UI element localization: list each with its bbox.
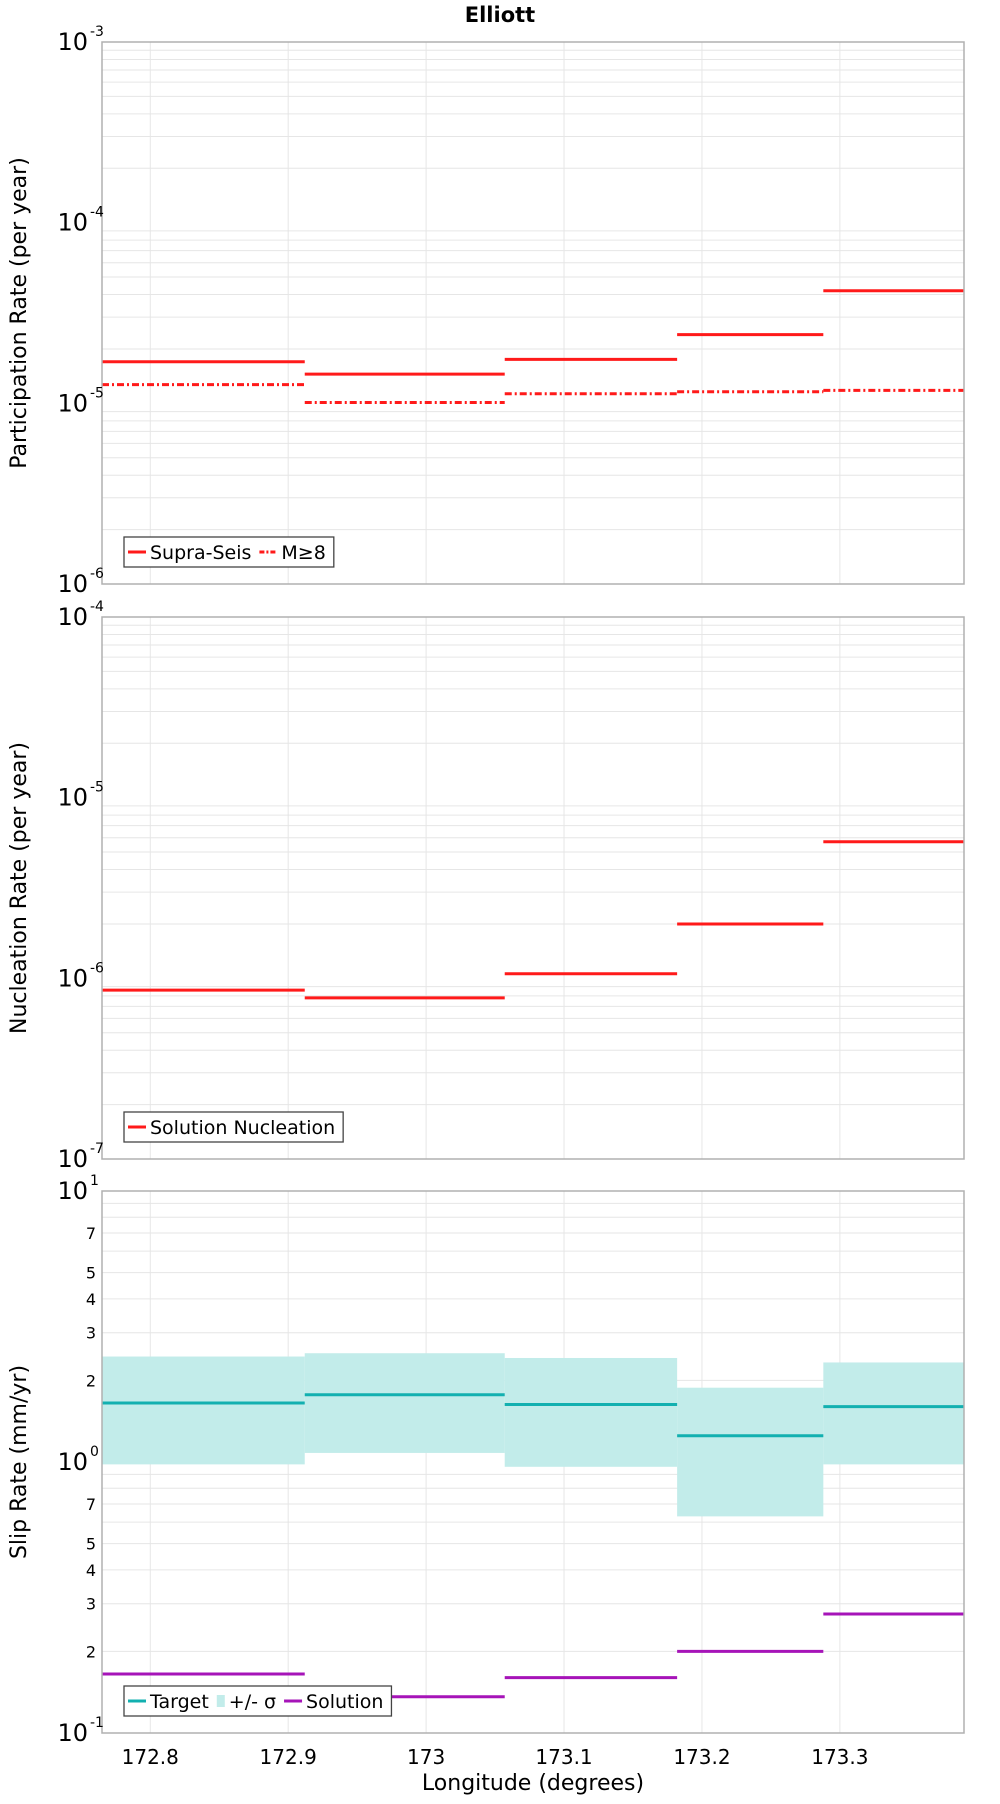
legend-label: Solution Nucleation [150, 1117, 335, 1139]
legend-box [123, 1111, 344, 1143]
y-tick-exponent: 0 [90, 1444, 99, 1460]
x-tick-label: 172.9 [260, 1745, 317, 1769]
x-tick-label: 173.3 [811, 1745, 868, 1769]
y-tick-exponent: -5 [90, 780, 104, 796]
x-tick-label: 172.8 [122, 1745, 179, 1769]
y-tick-exponent: -4 [90, 205, 104, 221]
band-rect [304, 1353, 505, 1453]
y-tick-label: 10 [57, 209, 88, 237]
plot-area [102, 42, 964, 584]
y-minor-tick-label: 2 [86, 1642, 96, 1661]
y-minor-tick-label: 5 [86, 1264, 96, 1283]
y-tick-exponent: -4 [90, 599, 104, 615]
chart-title: Elliott [465, 3, 535, 27]
legend: Solution Nucleation [123, 1111, 344, 1143]
y-minor-tick-label: 4 [86, 1290, 96, 1309]
y-minor-tick-label: 4 [86, 1561, 96, 1580]
y-tick-label: 10 [57, 389, 88, 417]
series- [102, 1353, 964, 1517]
y-tick-exponent: -6 [90, 960, 104, 976]
y-minor-tick-label: 7 [86, 1224, 96, 1243]
legend-label: M≥8 [281, 542, 325, 564]
legend-label: +/- σ [229, 1691, 276, 1713]
plot-frame [101, 1190, 965, 1734]
y-tick-label: 10 [57, 1719, 88, 1747]
band-rect [504, 1357, 678, 1467]
y-tick-exponent: -3 [90, 24, 104, 40]
y-tick-exponent: -6 [90, 566, 104, 582]
y-tick-exponent: -5 [90, 385, 104, 401]
series-solution-nucleation [102, 840, 964, 1000]
x-tick-label: 173.1 [535, 1745, 592, 1769]
y-axis-label: Slip Rate (mm/yr) [7, 1365, 32, 1559]
legend: Supra-Seis M≥8 [123, 536, 335, 568]
y-minor-tick-label: 7 [86, 1495, 96, 1514]
legend-swatch-band [216, 1695, 225, 1707]
y-tick-label: 10 [57, 964, 88, 992]
y-axis-label: Participation Rate (per year) [7, 157, 32, 469]
band-rect [102, 1356, 305, 1465]
y-minor-tick-label: 3 [86, 1595, 96, 1614]
y-tick-exponent: -1 [90, 1715, 104, 1731]
series-target [102, 1393, 964, 1438]
y-tick-exponent: -7 [90, 1141, 104, 1157]
legend: Target +/- σ Solution [123, 1685, 393, 1717]
y-minor-tick-label: 5 [86, 1535, 96, 1554]
plot-area [102, 617, 964, 1159]
plot-frame [101, 41, 965, 585]
x-tick-label: 173.2 [673, 1745, 730, 1769]
y-tick-label: 10 [57, 570, 88, 598]
y-tick-label: 10 [57, 1448, 88, 1476]
x-tick-label: 173 [407, 1745, 445, 1769]
y-tick-label: 10 [57, 28, 88, 56]
y-tick-label: 10 [57, 603, 88, 631]
x-axis-label: Longitude (degrees) [422, 1771, 644, 1796]
legend-label: Supra-Seis [150, 542, 251, 564]
y-axis-label: Nucleation Rate (per year) [7, 742, 32, 1034]
legend-box [123, 1685, 393, 1717]
plot-frame [101, 616, 965, 1160]
series-m-8 [102, 383, 964, 405]
y-minor-tick-label: 3 [86, 1324, 96, 1343]
legend-label: Solution [306, 1691, 383, 1713]
y-tick-label: 10 [57, 1145, 88, 1173]
legend-label: Target [149, 1691, 209, 1713]
legend-box [123, 536, 335, 568]
series-supra-seis [102, 289, 964, 376]
y-tick-label: 10 [57, 1177, 88, 1205]
band-rect [677, 1387, 824, 1517]
x-axis-ticks: 172.8 172.9 173 173.1 173.2 173.3 [122, 1745, 869, 1769]
y-tick-exponent: 1 [90, 1173, 99, 1189]
y-minor-tick-label: 2 [86, 1371, 96, 1390]
band-rect [823, 1362, 964, 1465]
y-tick-label: 10 [57, 784, 88, 812]
